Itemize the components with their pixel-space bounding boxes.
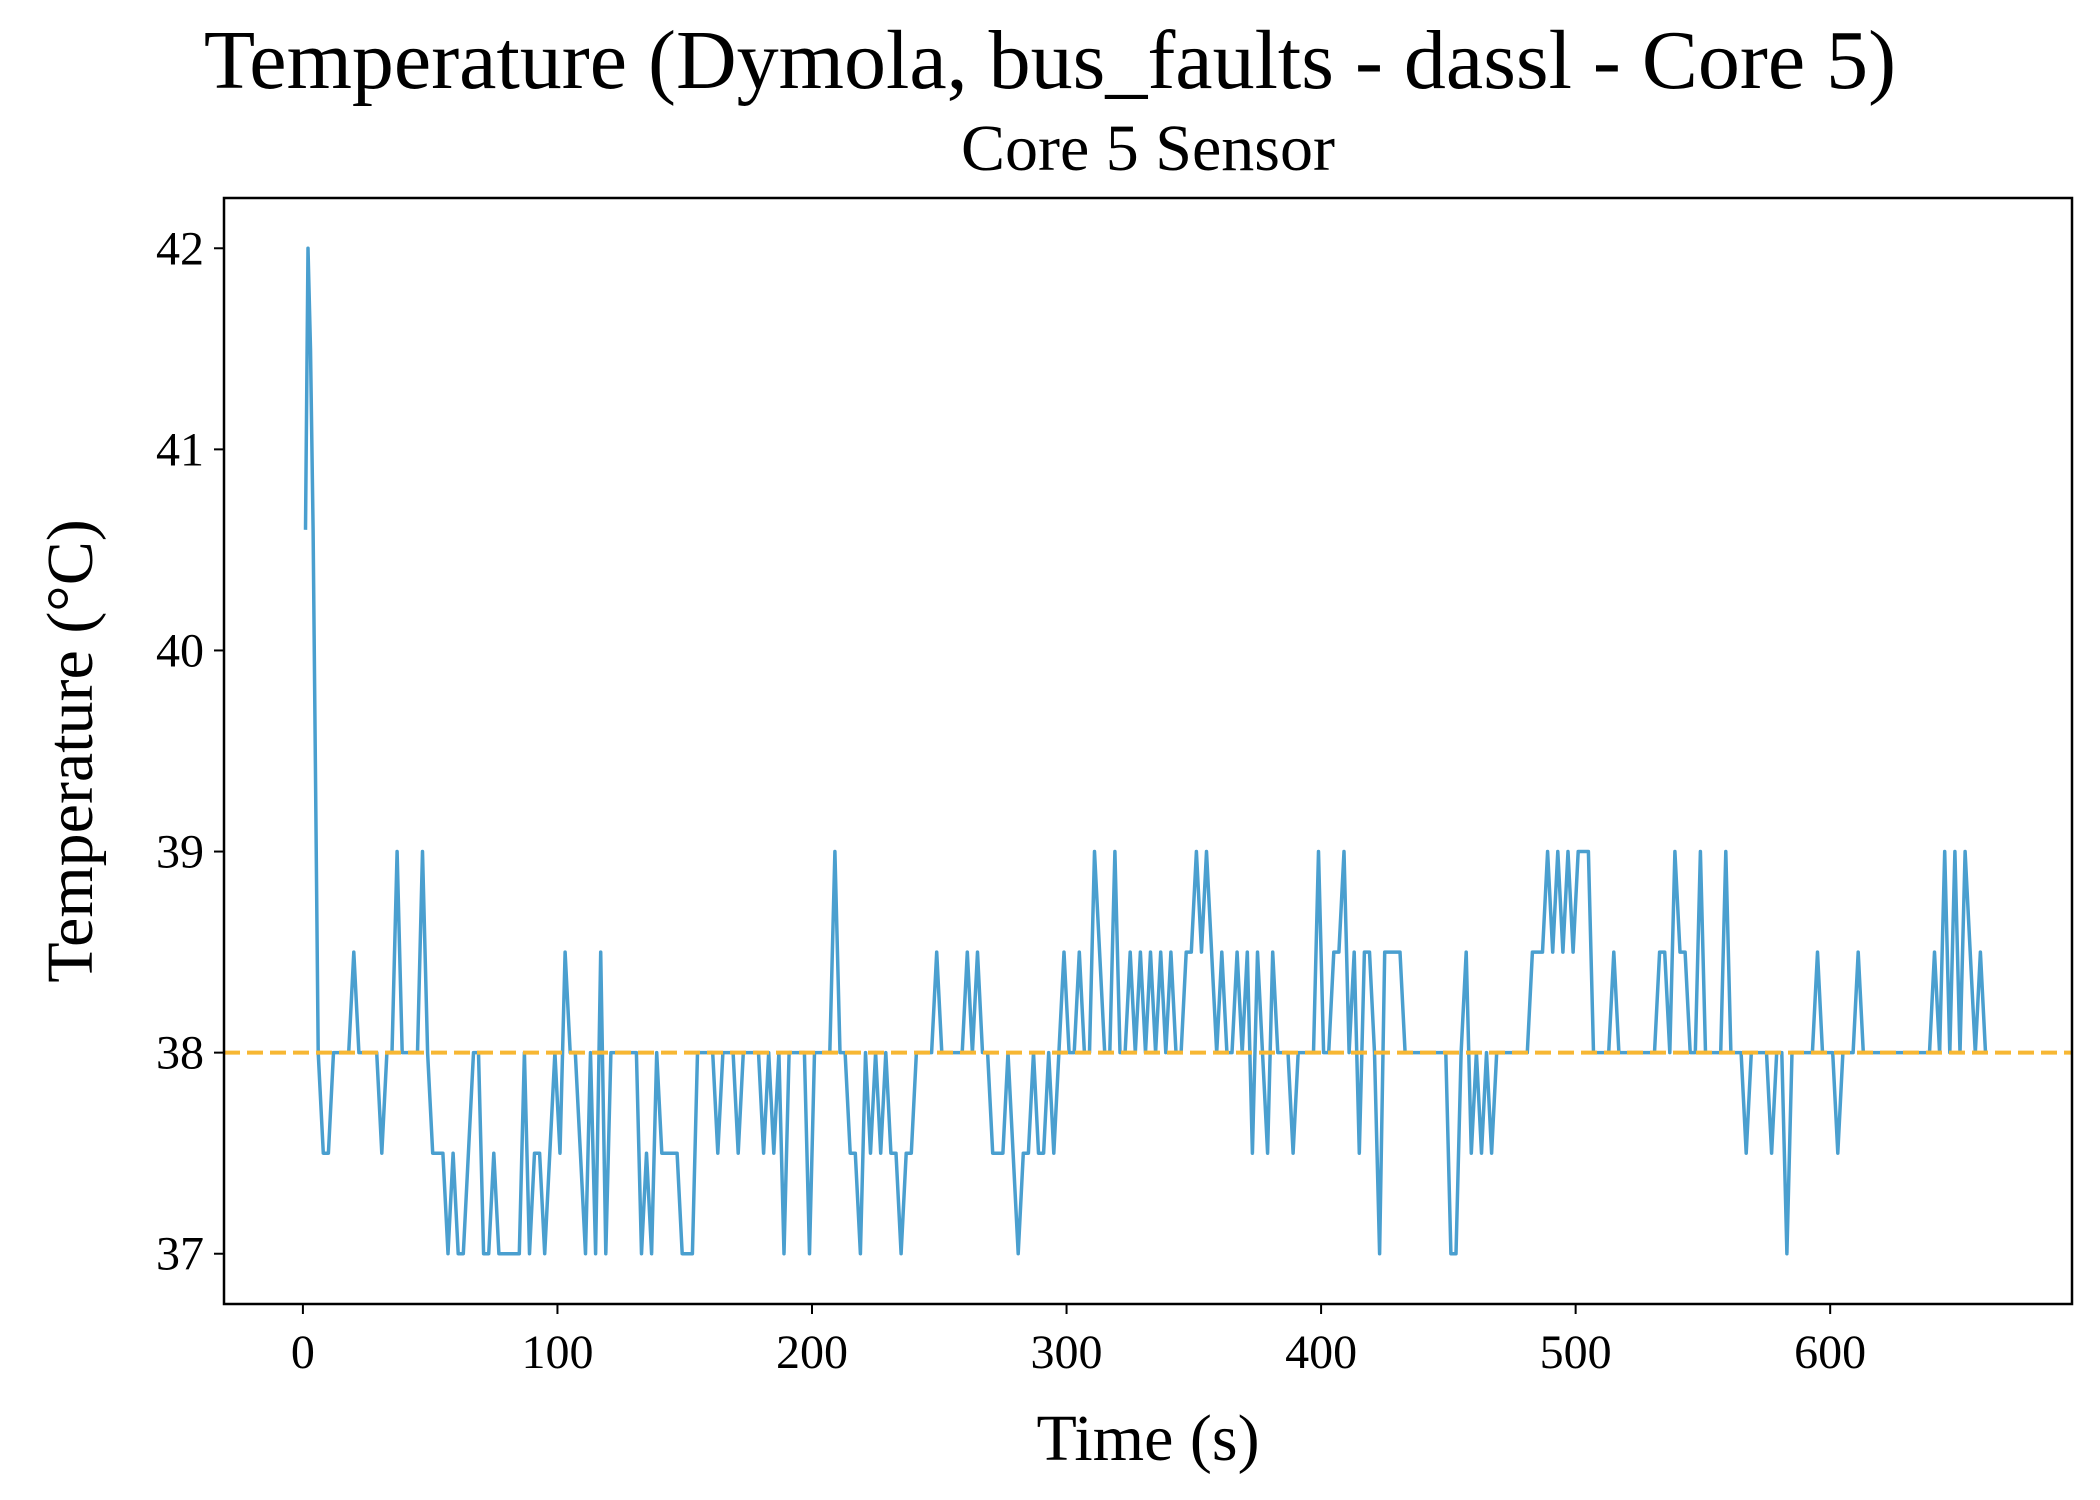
plot-area: 0 100 200 300 400 500 600 37 38 39 40 41 42: [156, 196, 2074, 1379]
y-axis: 37 38 39 40 41 42: [156, 222, 224, 1281]
chart-subtitle: Core 5 Sensor: [961, 112, 1335, 185]
plot-frame: [222, 196, 2074, 1306]
y-tick-label: 39: [156, 826, 204, 879]
y-tick-label: 41: [156, 423, 204, 476]
x-axis-label: Time (s): [1036, 1402, 1259, 1475]
x-tick-label: 500: [1540, 1326, 1612, 1379]
chart-title: Temperature (Dymola, bus_faults - dassl …: [204, 14, 1896, 107]
x-tick-label: 300: [1031, 1326, 1103, 1379]
x-tick-label: 600: [1794, 1326, 1866, 1379]
x-axis: 0 100 200 300 400 500 600: [291, 1304, 1866, 1379]
y-tick-label: 40: [156, 624, 204, 677]
y-axis-label: Temperature (°C): [34, 519, 107, 982]
series-layer: [224, 246, 2072, 1256]
temperature-series-line: [303, 246, 1988, 1256]
x-tick-label: 0: [291, 1326, 315, 1379]
y-tick-label: 38: [156, 1027, 204, 1080]
x-tick-label: 400: [1285, 1326, 1357, 1379]
x-tick-label: 100: [521, 1326, 593, 1379]
y-tick-label: 37: [156, 1228, 204, 1281]
x-tick-label: 200: [776, 1326, 848, 1379]
y-tick-label: 42: [156, 222, 204, 275]
